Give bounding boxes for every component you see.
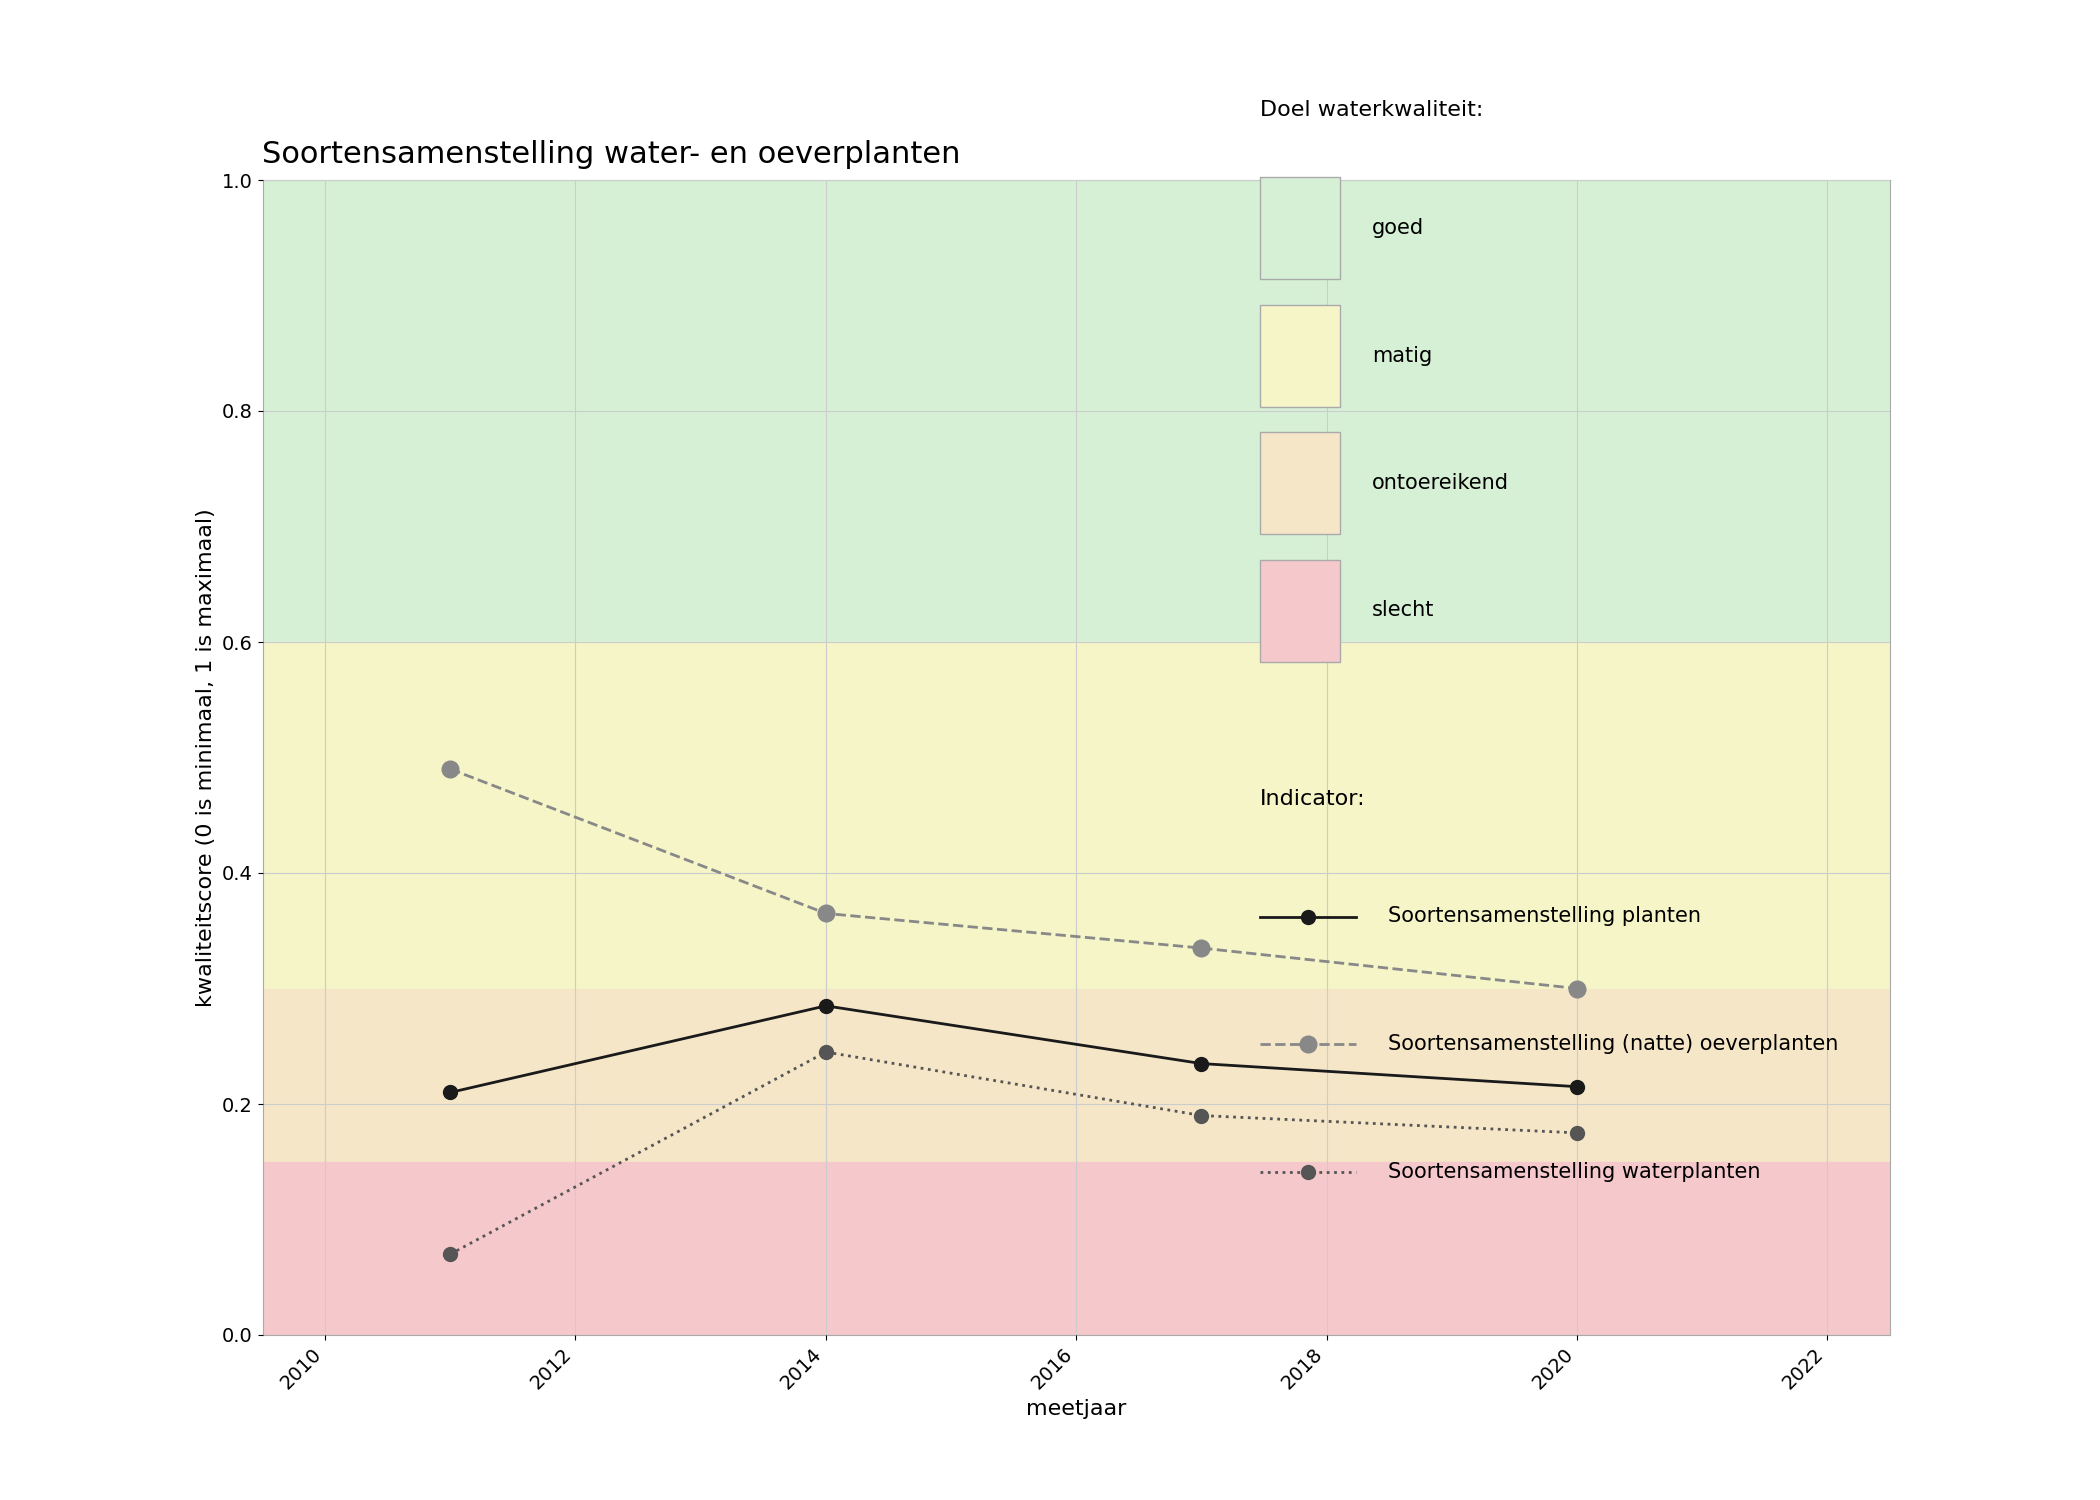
Bar <box>262 1161 1890 1335</box>
Y-axis label: kwaliteitscore (0 is minimaal, 1 is maximaal): kwaliteitscore (0 is minimaal, 1 is maxi… <box>195 509 216 1006</box>
Text: Soortensamenstelling waterplanten: Soortensamenstelling waterplanten <box>1388 1161 1760 1182</box>
Bar <box>262 988 1890 1161</box>
FancyBboxPatch shape <box>1260 177 1340 279</box>
Text: matig: matig <box>1371 345 1432 366</box>
FancyBboxPatch shape <box>1260 560 1340 662</box>
FancyBboxPatch shape <box>1260 304 1340 406</box>
Bar <box>262 642 1890 988</box>
Text: Soortensamenstelling planten: Soortensamenstelling planten <box>1388 906 1701 927</box>
Text: goed: goed <box>1371 217 1424 238</box>
Text: ontoereikend: ontoereikend <box>1371 472 1508 494</box>
Text: slecht: slecht <box>1371 600 1434 621</box>
Text: Soortensamenstelling water- en oeverplanten: Soortensamenstelling water- en oeverplan… <box>262 141 962 170</box>
Text: Indicator:: Indicator: <box>1260 789 1365 808</box>
FancyBboxPatch shape <box>1260 432 1340 534</box>
Text: Soortensamenstelling (natte) oeverplanten: Soortensamenstelling (natte) oeverplante… <box>1388 1034 1838 1054</box>
Text: Doel waterkwaliteit:: Doel waterkwaliteit: <box>1260 100 1483 120</box>
Bar <box>262 180 1890 642</box>
X-axis label: meetjaar: meetjaar <box>1027 1398 1126 1419</box>
